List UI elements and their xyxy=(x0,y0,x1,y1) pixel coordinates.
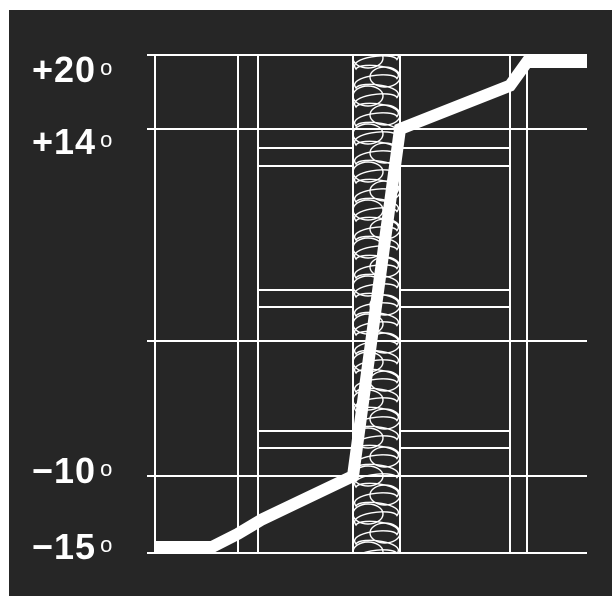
insulation-loop xyxy=(369,66,400,88)
insulation-loop xyxy=(353,161,384,183)
insulation-loop xyxy=(353,427,384,449)
insulation-loop xyxy=(353,123,384,145)
degree-mark: o xyxy=(100,532,114,557)
insulation-loop xyxy=(369,142,400,164)
insulation-loop xyxy=(353,55,384,69)
label-plus-20: +20 o xyxy=(32,52,113,88)
temperature-curve xyxy=(155,56,587,553)
insulation-loop xyxy=(369,104,400,126)
insulation-loop xyxy=(353,465,384,487)
label-minus-10-text: −10 xyxy=(32,450,97,491)
degree-mark: o xyxy=(100,127,114,152)
insulation-loop xyxy=(369,446,400,468)
label-plus-14: +14 o xyxy=(32,124,113,160)
label-minus-10: −10 o xyxy=(32,453,113,489)
label-minus-15-text: −15 xyxy=(32,526,97,567)
gridlines xyxy=(147,54,587,554)
degree-mark: o xyxy=(100,456,114,481)
insulation-loop xyxy=(353,503,384,525)
label-plus-20-text: +20 xyxy=(32,49,97,90)
label-minus-15: −15 o xyxy=(32,529,113,565)
framing-members xyxy=(258,147,510,449)
insulation-loop xyxy=(369,522,400,544)
label-plus-14-text: +14 xyxy=(32,121,97,162)
degree-mark: o xyxy=(100,55,114,80)
insulation-loop xyxy=(369,484,400,506)
insulation-loop xyxy=(353,541,384,553)
insulation-loop xyxy=(369,408,400,430)
insulation-loop xyxy=(353,85,384,107)
insulation-loop xyxy=(369,294,400,316)
